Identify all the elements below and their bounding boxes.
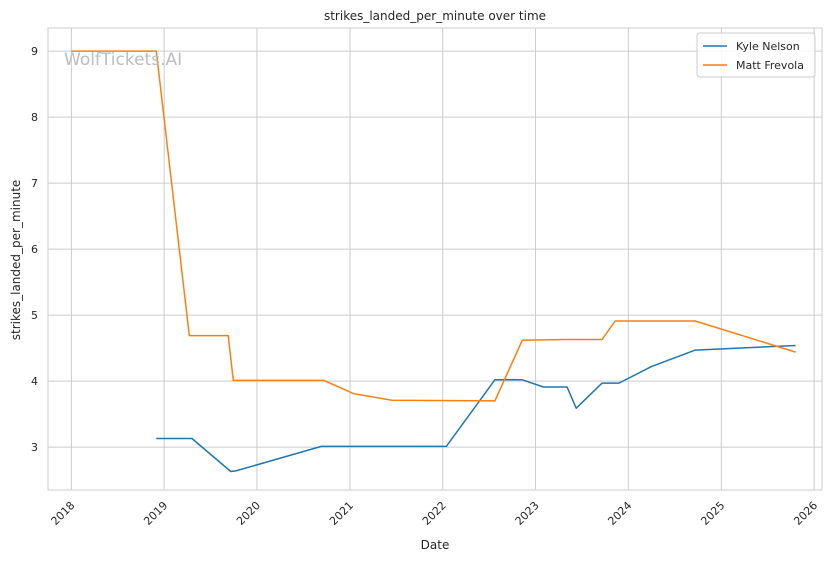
series-line-matt-frevola [71,50,796,402]
legend-label-matt-frevola: Matt Frevola [736,59,804,72]
legend-label-kyle-nelson: Kyle Nelson [736,40,800,53]
watermark: WolfTickets.AI [64,50,182,70]
y-tick-label: 6 [31,243,38,256]
y-tick-label: 8 [31,111,38,124]
plot-area-frame [47,27,823,491]
y-axis-label: strikes_landed_per_minute [9,180,23,341]
x-axis-label: Date [421,538,450,552]
legend-box [696,32,816,78]
legend: Kyle Nelson Matt Frevola [696,32,816,78]
chart-title: strikes_landed_per_minute over time [324,9,546,23]
series-line-kyle-nelson [156,344,796,473]
y-axis-ticks: 3 4 5 6 7 8 9 [31,45,38,454]
y-tick-label: 3 [31,441,38,454]
grid-lines [48,28,822,490]
series-lines [71,50,796,473]
y-tick-label: 9 [31,45,38,58]
y-tick-label: 4 [31,375,38,388]
y-tick-label: 7 [31,177,38,190]
y-tick-label: 5 [31,309,38,322]
